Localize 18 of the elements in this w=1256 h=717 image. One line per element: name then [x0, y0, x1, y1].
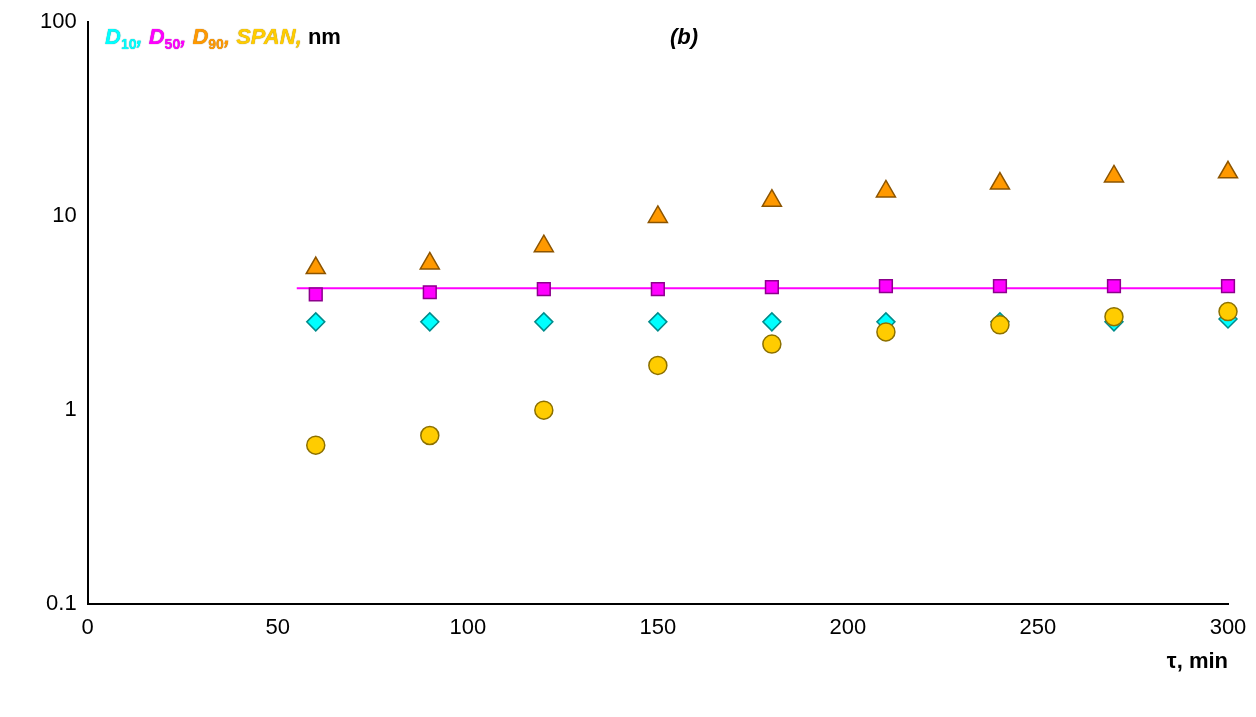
- y-tick-label: 100: [39, 8, 77, 34]
- text: D$_{90}$,: [192, 24, 231, 53]
- x-tick-label: 250: [1019, 614, 1057, 640]
- y-tick-label: 1: [64, 396, 77, 422]
- annotation: (b): [670, 24, 699, 50]
- y-axis-title: nm: [307, 24, 341, 49]
- x-axis-title: τ, min: [1166, 647, 1228, 673]
- text: D$_{50}$,: [148, 24, 187, 53]
- text: SPAN,: [236, 24, 302, 49]
- x-tick-label: 50: [265, 614, 290, 640]
- x-tick-label: 200: [829, 614, 867, 640]
- x-tick-label: 0: [81, 614, 94, 640]
- x-tick-label: 100: [449, 614, 487, 640]
- text: D$_{10}$,: [105, 24, 143, 53]
- y-tick-label: 0.1: [46, 590, 77, 616]
- y-tick-label: 10: [52, 202, 77, 228]
- x-tick-label: 300: [1209, 614, 1247, 640]
- x-tick-label: 150: [639, 614, 677, 640]
